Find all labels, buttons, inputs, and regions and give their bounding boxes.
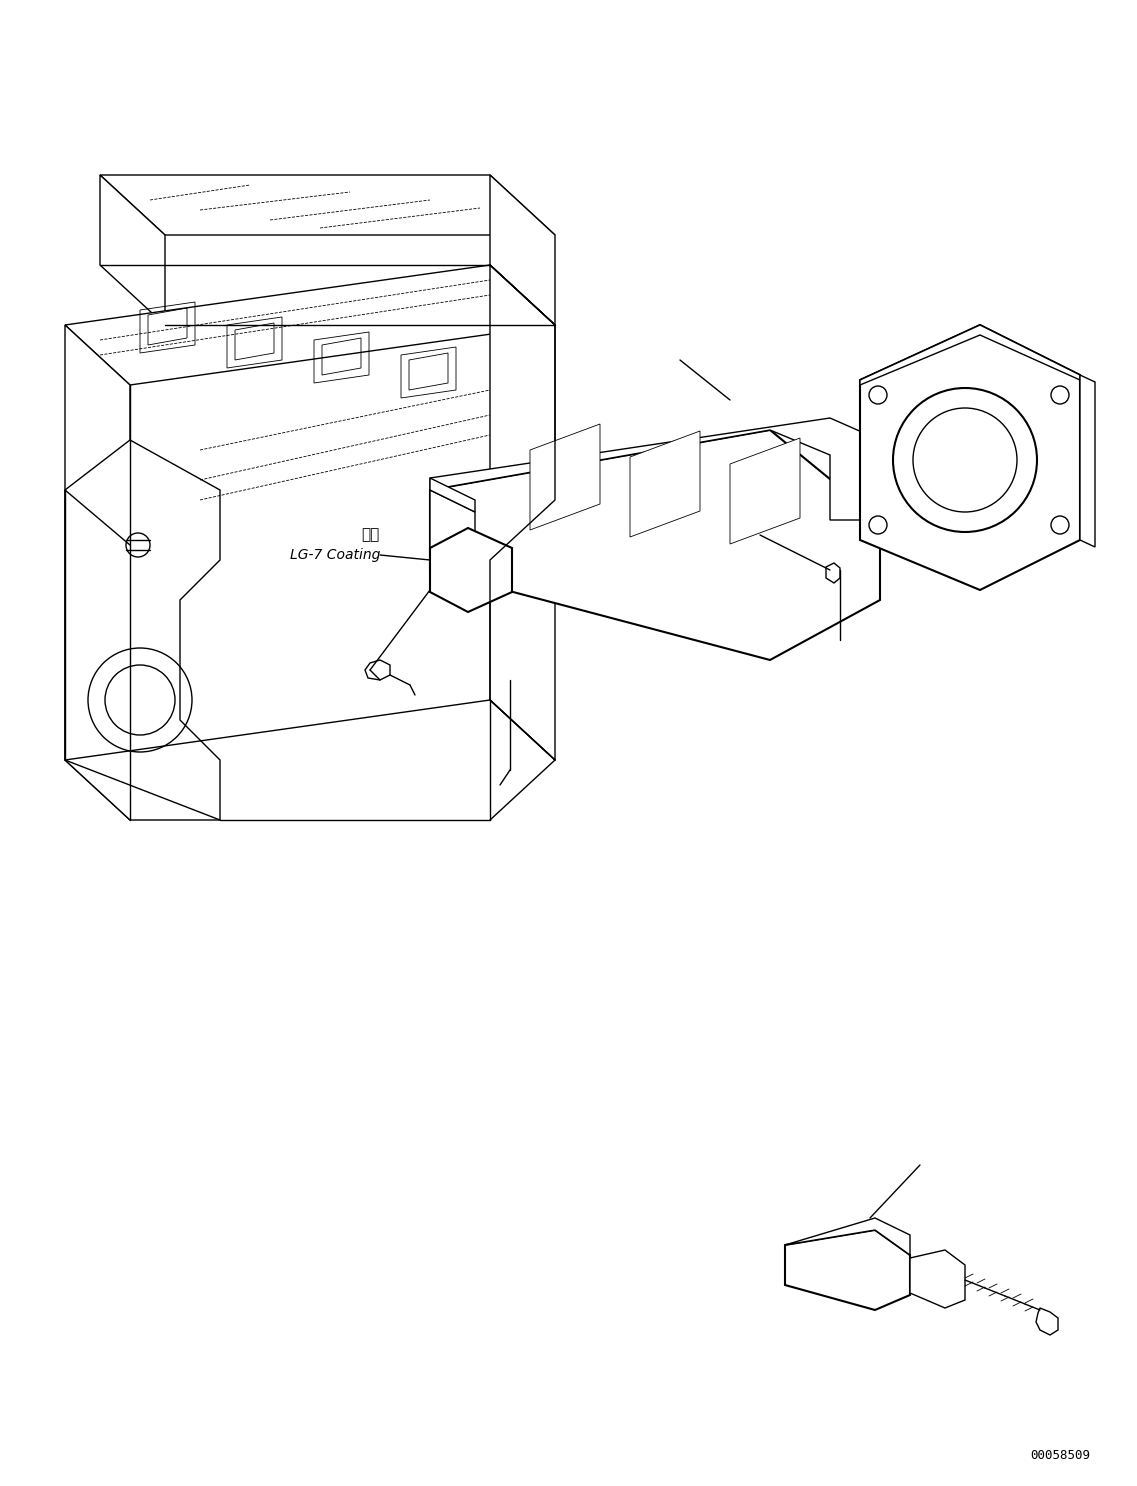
Polygon shape <box>1080 374 1095 547</box>
Polygon shape <box>490 265 555 759</box>
Polygon shape <box>65 440 219 820</box>
Polygon shape <box>430 429 880 660</box>
Text: 00058509: 00058509 <box>1030 1449 1090 1462</box>
Polygon shape <box>65 325 130 820</box>
Polygon shape <box>785 1219 910 1256</box>
Polygon shape <box>65 265 555 385</box>
Polygon shape <box>860 325 1080 590</box>
Polygon shape <box>530 424 600 531</box>
Polygon shape <box>630 431 700 536</box>
Polygon shape <box>430 490 475 591</box>
Polygon shape <box>100 175 165 325</box>
Polygon shape <box>860 325 1080 385</box>
Polygon shape <box>910 1250 965 1308</box>
Polygon shape <box>1036 1308 1059 1334</box>
Polygon shape <box>825 563 840 583</box>
Polygon shape <box>430 478 475 513</box>
Polygon shape <box>365 660 390 681</box>
Polygon shape <box>785 1230 910 1311</box>
Polygon shape <box>860 325 1080 380</box>
Polygon shape <box>730 438 800 544</box>
Polygon shape <box>100 175 555 235</box>
Polygon shape <box>430 528 512 612</box>
Polygon shape <box>430 418 880 520</box>
Text: 塗布: 塗布 <box>362 528 380 542</box>
Text: LG-7 Coating: LG-7 Coating <box>290 548 380 562</box>
Polygon shape <box>490 175 555 325</box>
